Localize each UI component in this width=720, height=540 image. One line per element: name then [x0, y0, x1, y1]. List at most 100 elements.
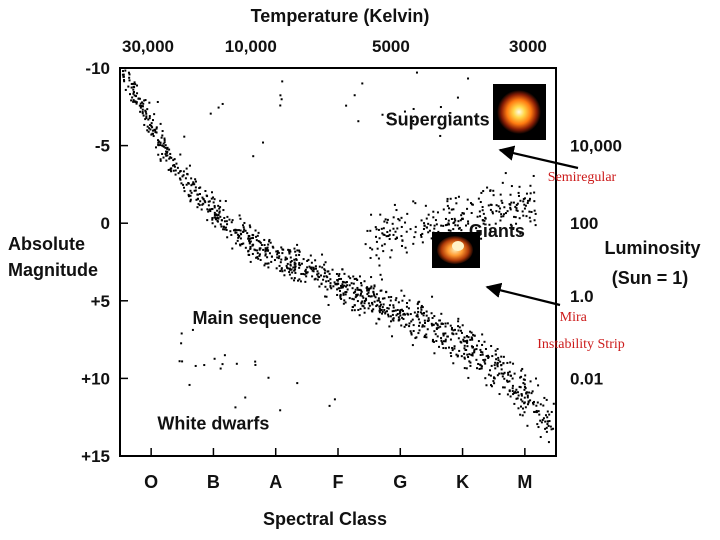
giant-star — [414, 225, 417, 228]
main-sequence-star — [360, 290, 363, 293]
giant-star — [466, 198, 469, 201]
main-sequence-star — [132, 91, 135, 94]
main-sequence-star — [217, 213, 220, 216]
main-sequence-star — [350, 282, 353, 285]
supergiant-star-image — [493, 84, 546, 140]
main-sequence-star — [268, 238, 271, 241]
main-sequence-star — [526, 403, 529, 406]
giant-star — [452, 228, 455, 231]
main-sequence-star — [157, 141, 160, 144]
giant-star — [501, 181, 504, 184]
giant-star — [518, 217, 521, 220]
main-sequence-star — [415, 315, 418, 318]
main-sequence-star — [405, 323, 408, 326]
main-sequence-star — [293, 277, 296, 280]
main-sequence-star — [216, 220, 219, 223]
main-sequence-star — [214, 217, 217, 220]
main-sequence-star — [229, 230, 232, 233]
main-sequence-star — [143, 123, 146, 126]
luminosity-tick-0: 10,000 — [570, 137, 622, 156]
giant-star — [435, 223, 438, 226]
main-sequence-star — [356, 278, 359, 281]
main-sequence-star — [438, 345, 441, 348]
main-sequence-star — [280, 267, 283, 270]
giant-star — [395, 209, 398, 212]
giant-star — [450, 208, 453, 211]
giant-star — [533, 200, 536, 203]
main-sequence-star — [324, 285, 327, 288]
main-sequence-star — [523, 411, 526, 414]
main-sequence-star — [425, 333, 428, 336]
main-sequence-star — [485, 384, 488, 387]
main-sequence-star — [342, 281, 345, 284]
main-sequence-star — [358, 275, 361, 278]
main-sequence-star — [494, 349, 497, 352]
main-sequence-star — [298, 266, 301, 269]
main-sequence-star — [253, 248, 256, 251]
magnitude-tick-3: +5 — [91, 292, 110, 311]
main-sequence-star — [423, 334, 426, 337]
main-sequence-star — [330, 287, 333, 290]
main-sequence-star — [432, 340, 435, 343]
giant-star — [398, 219, 401, 222]
main-sequence-star — [341, 268, 344, 271]
main-sequence-star — [237, 236, 240, 239]
giant-star — [432, 216, 435, 219]
giant-star — [456, 224, 459, 227]
main-sequence-star — [291, 271, 294, 274]
main-sequence-star — [289, 261, 292, 264]
main-sequence-star — [495, 358, 498, 361]
main-sequence-star — [431, 295, 434, 298]
main-sequence-star — [247, 237, 250, 240]
main-sequence-star — [178, 177, 181, 180]
main-sequence-star — [327, 279, 330, 282]
main-sequence-star — [530, 392, 533, 395]
main-sequence-star — [507, 373, 510, 376]
main-sequence-star — [196, 206, 199, 209]
main-sequence-star — [523, 396, 526, 399]
main-sequence-star — [150, 122, 153, 125]
main-sequence-star — [239, 217, 242, 220]
main-sequence-star — [452, 329, 455, 332]
main-sequence-star — [360, 289, 363, 292]
giant-star — [382, 227, 385, 230]
main-sequence-star — [166, 154, 169, 157]
semiregular-arrow — [498, 145, 579, 170]
giant-star — [533, 191, 536, 194]
main-sequence-star — [408, 325, 411, 328]
main-sequence-star — [305, 275, 308, 278]
main-sequence-star — [199, 186, 202, 189]
main-sequence-star — [388, 304, 391, 307]
main-sequence-star — [477, 362, 480, 365]
main-sequence-star — [377, 317, 380, 320]
main-sequence-star — [397, 316, 400, 319]
giant-star — [404, 246, 407, 249]
main-sequence-star — [392, 319, 395, 322]
main-sequence-star — [181, 175, 184, 178]
main-sequence-star — [329, 282, 332, 285]
main-sequence-star — [536, 401, 539, 404]
main-sequence-star — [182, 174, 185, 177]
main-sequence-star — [172, 159, 175, 162]
main-sequence-star — [338, 273, 341, 276]
giant-star — [522, 214, 525, 217]
main-sequence-star — [341, 285, 344, 288]
giant-star — [481, 209, 484, 212]
main-sequence-star — [147, 130, 150, 133]
main-sequence-star — [243, 228, 246, 231]
main-sequence-star — [506, 393, 509, 396]
main-sequence-star — [473, 351, 476, 354]
giant-star — [528, 216, 531, 219]
supergiant-star — [279, 94, 282, 97]
main-sequence-star — [498, 372, 501, 375]
main-sequence-star — [376, 299, 379, 302]
main-sequence-star — [163, 141, 166, 144]
main-sequence-star — [339, 296, 342, 299]
main-sequence-star — [490, 385, 493, 388]
main-sequence-star — [477, 340, 480, 343]
main-sequence-star — [371, 303, 374, 306]
main-sequence-star — [264, 262, 267, 265]
main-sequence-star — [140, 105, 143, 108]
main-sequence-star — [189, 189, 192, 192]
giant-star — [529, 184, 532, 187]
